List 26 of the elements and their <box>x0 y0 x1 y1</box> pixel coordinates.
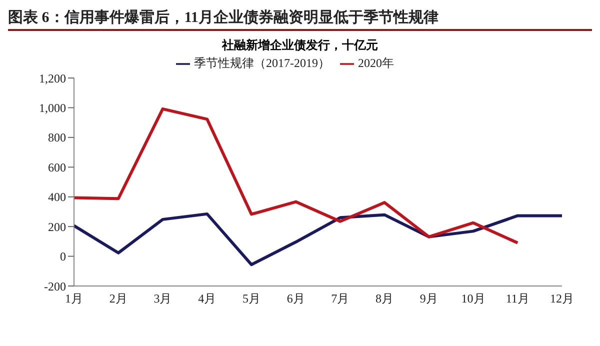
x-tick-label: 1月 <box>65 292 83 306</box>
x-tick-label: 4月 <box>198 292 216 306</box>
chart-title: 图表 6：信用事件爆雷后，11月企业债券融资明显低于季节性规律 <box>8 8 592 31</box>
legend-label: 季节性规律（2017-2019） <box>194 56 330 70</box>
x-tick-label: 10月 <box>461 292 486 306</box>
y-tick-label: 400 <box>48 190 66 204</box>
y-tick-label: 800 <box>48 130 66 145</box>
x-tick-label: 7月 <box>331 292 350 306</box>
x-tick-label: 8月 <box>376 292 394 306</box>
x-tick-label: 11月 <box>506 292 530 306</box>
line-series <box>72 212 564 266</box>
x-tick-label: 9月 <box>420 292 438 306</box>
line-series <box>72 107 520 244</box>
y-tick-label: -200 <box>44 279 66 294</box>
y-tick-label: 600 <box>48 160 66 174</box>
y-tick-label: 200 <box>48 220 66 234</box>
x-tick-label: 3月 <box>154 292 172 306</box>
x-tick-label: 5月 <box>242 292 260 306</box>
y-tick-label: 0 <box>60 250 66 264</box>
x-tick-label: 6月 <box>286 292 305 306</box>
chart-subtitle: 社融新增企业债发行，十亿元 <box>220 37 379 54</box>
y-tick-label: 1,000 <box>39 100 66 115</box>
x-tick-label: 12月 <box>550 292 574 306</box>
y-tick-label: 1,200 <box>39 71 66 86</box>
legend-label: 2020年 <box>358 56 394 70</box>
x-tick-label: 2月 <box>109 292 128 306</box>
